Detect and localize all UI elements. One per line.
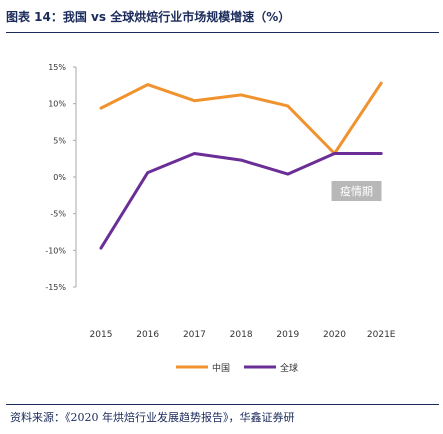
x-axis-ticks: 2015 2016 2017 2018 2019 2020 2021E — [90, 330, 396, 340]
x-tick-label: 2021E — [367, 330, 396, 340]
x-tick-label: 2017 — [183, 330, 206, 340]
source-divider — [6, 404, 439, 405]
x-tick-label: 2020 — [323, 330, 346, 340]
y-tick-label: 0% — [53, 173, 66, 182]
x-tick-label: 2015 — [90, 330, 113, 340]
y-tick-label: -5% — [50, 210, 66, 219]
annotation-box — [331, 181, 382, 201]
y-tick-label: 15% — [48, 63, 66, 72]
annotation-layer: 疫情期 — [331, 181, 382, 201]
legend-label-global: 全球 — [280, 362, 298, 374]
title-divider — [6, 32, 439, 33]
y-tick-label: -15% — [45, 283, 66, 292]
y-tick-label: 5% — [53, 136, 66, 145]
series-line-global — [99, 152, 383, 250]
y-tick-label: 10% — [48, 100, 66, 109]
x-tick-label: 2019 — [276, 330, 299, 340]
series-lines — [99, 81, 383, 250]
annotation-label: 疫情期 — [340, 184, 373, 198]
legend: 中国 全球 — [176, 362, 298, 374]
legend-label-china: 中国 — [212, 362, 230, 374]
x-tick-label: 2016 — [136, 330, 159, 340]
series-line-china — [99, 81, 383, 155]
x-tick-label: 2018 — [230, 330, 253, 340]
figure-title: 图表 14：我国 vs 全球烘焙行业市场规模增速（%） — [6, 10, 291, 24]
source-note: 资料来源：《2020 年烘焙行业发展趋势报告》，华鑫证券研 — [10, 411, 295, 424]
y-tick-label: -10% — [45, 246, 66, 255]
y-axis: 15% 10% 5% 0% -5% -10% -15% — [45, 63, 77, 292]
